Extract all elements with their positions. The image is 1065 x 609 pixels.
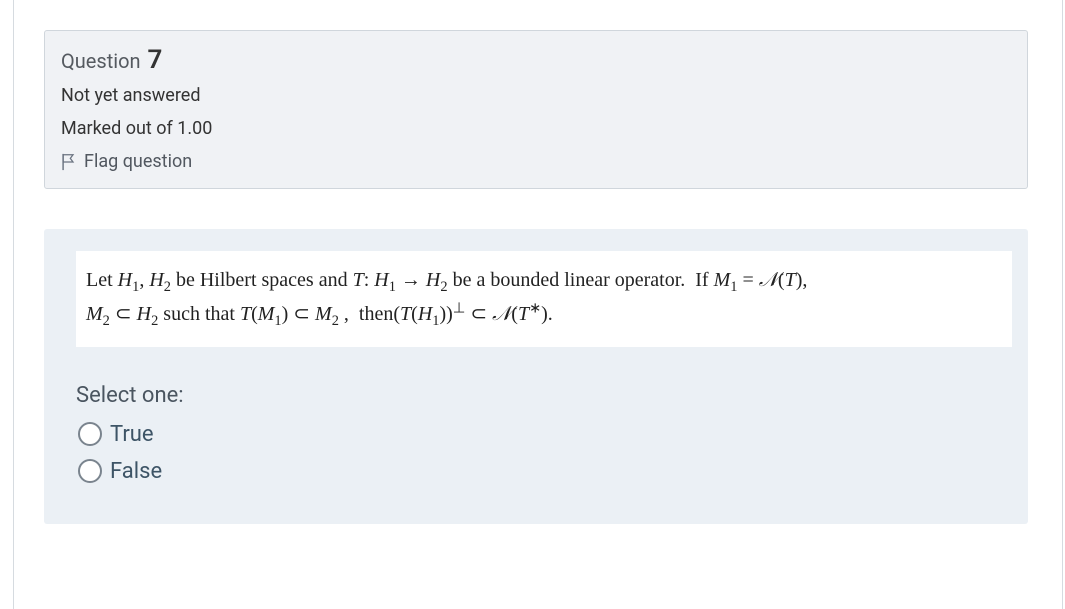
question-label: Question (61, 49, 141, 73)
option-false[interactable]: False (78, 459, 1012, 484)
select-one-label: Select one: (76, 383, 1012, 408)
question-stem: Let H1, H2 be Hilbert spaces and T: H1 →… (76, 251, 1012, 347)
radio-false[interactable] (78, 459, 102, 483)
question-container: Question 7 Not yet answered Marked out o… (13, 0, 1063, 609)
answer-options: True False (78, 422, 1012, 484)
question-info-box: Question 7 Not yet answered Marked out o… (44, 30, 1028, 189)
question-status: Not yet answered (61, 85, 1011, 106)
question-content-box: Let H1, H2 be Hilbert spaces and T: H1 →… (44, 229, 1028, 524)
option-false-label: False (110, 459, 162, 484)
flag-icon (61, 153, 76, 171)
question-marks: Marked out of 1.00 (61, 118, 1011, 139)
flag-question-link[interactable]: Flag question (61, 151, 1011, 172)
flag-question-text: Flag question (84, 151, 192, 172)
question-number: 7 (148, 45, 163, 75)
option-true[interactable]: True (78, 422, 1012, 447)
question-number-line: Question 7 (61, 45, 1011, 75)
stem-text: Let H1, H2 be Hilbert spaces and T: H1 →… (86, 269, 807, 325)
option-true-label: True (110, 422, 154, 447)
radio-true[interactable] (78, 422, 102, 446)
